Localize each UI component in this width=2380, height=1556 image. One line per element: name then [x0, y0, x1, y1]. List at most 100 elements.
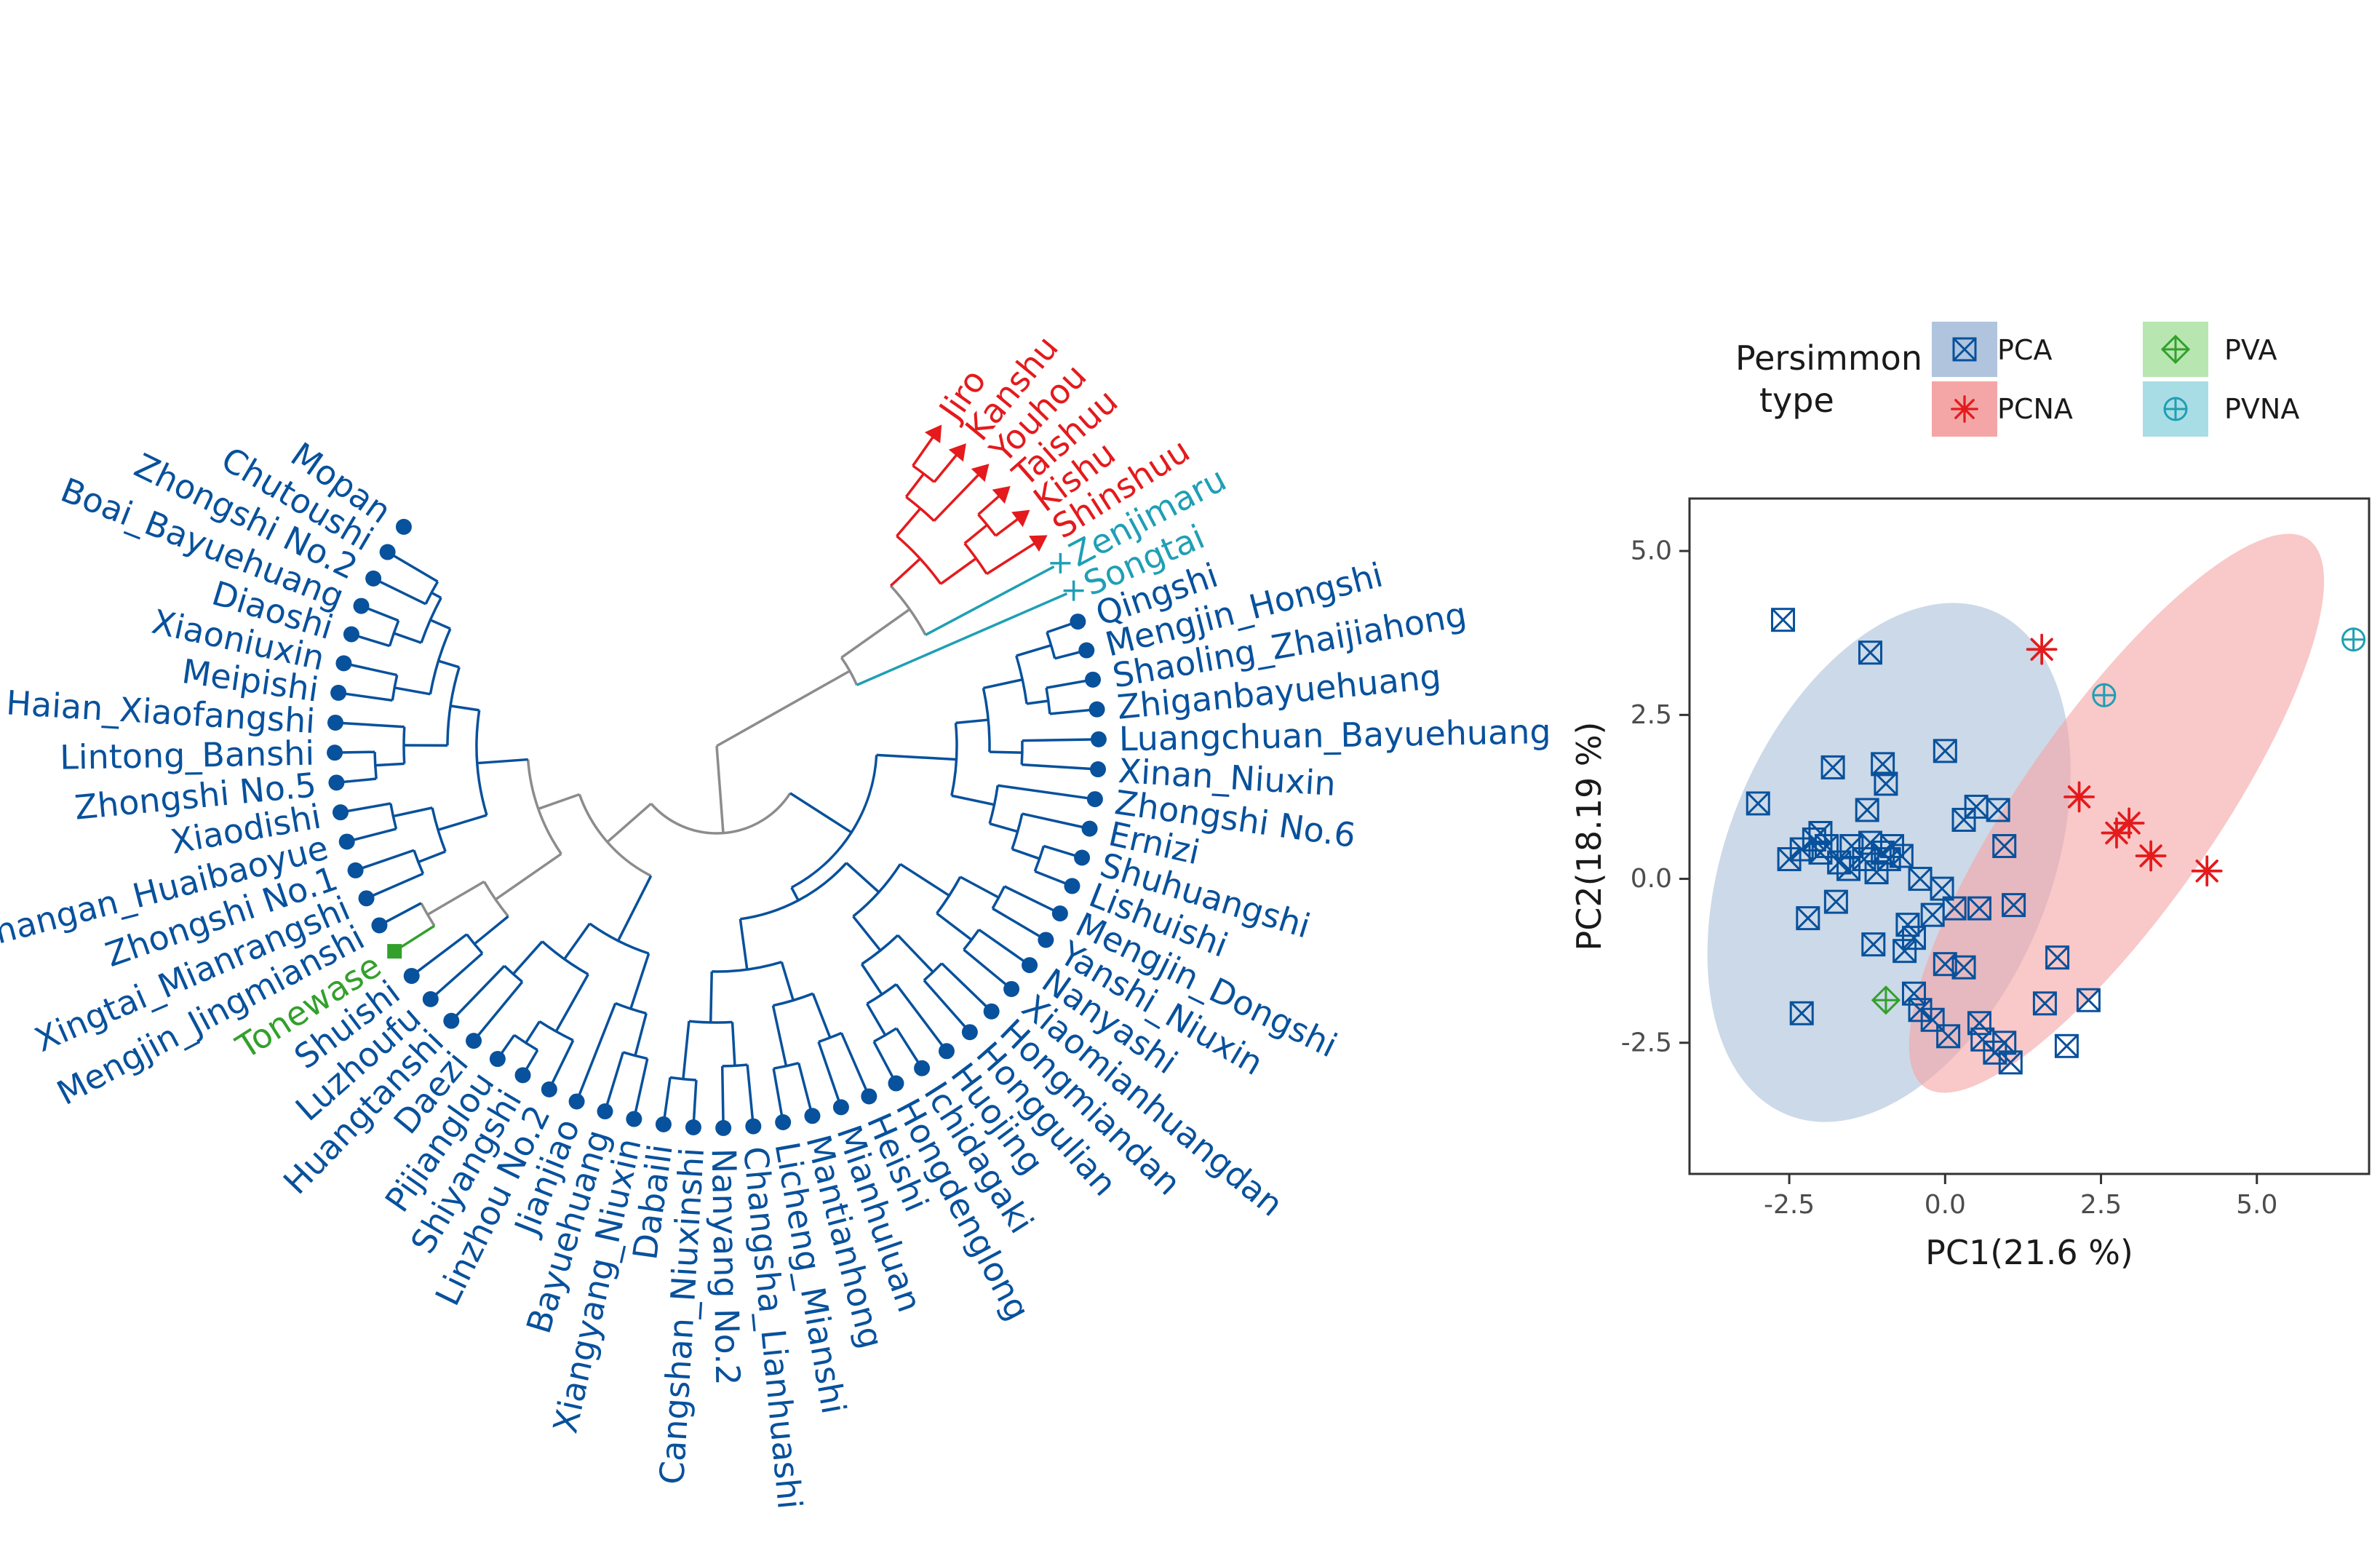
branch-arc-158 [373, 752, 378, 779]
point-pvna-0 [2092, 683, 2117, 707]
branch-radial-15 [939, 557, 977, 585]
tip-jiro [924, 424, 942, 443]
branch-radial-143 [437, 814, 487, 831]
branch-radial-26 [789, 792, 853, 834]
point-pcna-0 [2026, 633, 2058, 665]
tip-bayuehuang [597, 1103, 613, 1120]
branch-radial-133 [473, 915, 509, 945]
tip-ernizi [1081, 820, 1098, 837]
tip-daezi [466, 1033, 482, 1049]
x-tick-label-1: 0.0 [1925, 1190, 1966, 1220]
branch-arc-67 [963, 929, 980, 950]
point-pca-32 [1895, 913, 1920, 937]
branch-arc-106 [578, 793, 652, 878]
branch-radial-151 [346, 827, 397, 844]
point-pca-10 [1951, 807, 1976, 832]
legend-keys [1932, 322, 2208, 437]
tip-huojing [938, 1043, 955, 1060]
branch-radial-8 [896, 507, 922, 537]
branch-arc-171 [388, 620, 400, 647]
point-pca-30 [1796, 906, 1820, 931]
point-pca-29 [1930, 876, 1954, 901]
branch-radial-75 [923, 979, 971, 1033]
tip-kishu [1011, 509, 1030, 528]
branch-radial-145 [418, 850, 446, 864]
branch-radial-99 [746, 1064, 755, 1127]
branch-arc-117 [541, 940, 589, 976]
x-tick-label-3: 5.0 [2236, 1190, 2277, 1220]
legend-marker-pvna [2163, 397, 2188, 421]
branch-arc-29 [950, 723, 958, 796]
branch-arc-146 [413, 849, 425, 875]
plot-panel-border [1688, 497, 2371, 1175]
point-pca-1 [1858, 640, 1882, 665]
tip-hongdenglong [888, 1075, 904, 1092]
point-pcna-3 [2113, 807, 2145, 839]
tip-mengjin-hongshi [1078, 642, 1095, 659]
branch-arc-7 [896, 535, 942, 585]
tip-linzhou-no-2 [541, 1081, 557, 1097]
tip-changsha-lianhuashi [745, 1118, 762, 1135]
branch-arc-169 [420, 597, 442, 643]
branch-radial-114 [603, 1052, 625, 1112]
branch-arc-102 [669, 1076, 697, 1081]
legend-title-line1: Persimmon [1735, 338, 1922, 378]
point-pca-51 [2032, 991, 2057, 1016]
tip-haian-xiaofangshi [327, 714, 343, 731]
point-pca-31 [1823, 889, 1848, 914]
branch-radial-120 [548, 1039, 575, 1090]
tip-lintong-banshi [327, 745, 343, 761]
branch-radial-10 [904, 472, 925, 498]
branch-radial-65 [992, 907, 1047, 941]
tip-taishuu [992, 485, 1011, 504]
point-pca-55 [1789, 1001, 1814, 1025]
tip-kanshu [948, 443, 966, 462]
branch-arc-134 [466, 933, 484, 955]
branch-radial-95 [709, 971, 713, 1023]
y-tick-label-0: -2.5 [1621, 1028, 1672, 1057]
branch-arc-84 [712, 961, 782, 973]
tree-labels: JiroKanshuYouhouTaishuuKishuShinshuuZenj… [0, 328, 1551, 1511]
branch-arc-132 [482, 881, 509, 918]
point-pca-35 [1967, 896, 1991, 921]
tree-tips [327, 424, 1107, 1136]
branch-radial-66 [936, 912, 973, 941]
point-pcna-5 [2191, 855, 2223, 887]
branch-radial-129 [538, 793, 580, 811]
y-tick-label-2: 2.5 [1631, 700, 1672, 730]
point-pca-9 [1986, 798, 2010, 822]
x-tick-label-0: -2.5 [1764, 1190, 1815, 1220]
branch-radial-153 [450, 704, 479, 712]
branch-radial-56 [790, 886, 800, 902]
tip-xiaomianhuangdan [1003, 980, 1020, 997]
point-pcna-4 [2135, 840, 2167, 872]
x-tick-label-2: 2.5 [2080, 1190, 2122, 1220]
branch-radial-128 [450, 964, 506, 1022]
branch-radial-64 [1003, 885, 1061, 915]
tip-hongmiandan [983, 1003, 1000, 1020]
branch-arc-39 [1045, 687, 1051, 715]
tip-mopan [395, 518, 412, 535]
branch-arc-156 [402, 726, 406, 764]
branch-radial-137 [426, 880, 485, 916]
tip-songtai [1063, 580, 1084, 601]
branch-radial-136 [410, 933, 468, 977]
branch-radial-42 [989, 750, 1022, 754]
branch-arc-144 [431, 807, 447, 852]
tip-mantianhong [804, 1108, 821, 1124]
tip-nanyang-no-2 [715, 1119, 732, 1136]
branch-radial-168 [429, 619, 451, 630]
branch-arc-154 [446, 667, 461, 746]
branch-radial-2 [754, 670, 851, 726]
branch-radial-13 [933, 450, 961, 483]
tip-pijianglou [489, 1051, 506, 1068]
branch-radial-58 [845, 862, 880, 894]
branch-radial-14 [933, 470, 983, 522]
branch-radial-118 [554, 973, 589, 1033]
branch-radial-89 [840, 1032, 870, 1097]
point-pca-49 [1992, 1031, 2017, 1055]
branch-radial-22 [925, 565, 1055, 636]
point-pca-26 [1836, 857, 1861, 881]
point-pvna-1 [2341, 627, 2366, 652]
branch-radial-34 [1016, 643, 1052, 657]
